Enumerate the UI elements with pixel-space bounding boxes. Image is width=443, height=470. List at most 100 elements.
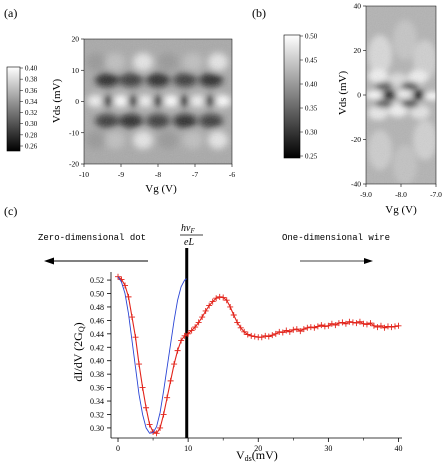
y-tick-label: -10	[69, 128, 79, 137]
fit-curve	[117, 276, 187, 434]
data-point-marker	[248, 332, 255, 339]
data-point-marker	[122, 282, 129, 289]
data-point-marker	[209, 298, 216, 305]
data-point-marker	[276, 328, 283, 335]
data-point-marker	[283, 327, 290, 334]
x-tick-label: 10	[184, 444, 192, 453]
y-tick-label: 0.40	[90, 357, 104, 366]
panel-b-ylabel: Vds (mV)	[337, 71, 349, 116]
data-point-marker	[272, 330, 279, 337]
data-point-marker	[377, 322, 384, 329]
data-point-marker	[132, 334, 139, 341]
x-tick-label: -10	[79, 170, 89, 179]
data-point-marker	[342, 320, 349, 327]
panel-a-ylabel: Vds (mV)	[51, 79, 63, 124]
data-point-marker	[157, 424, 164, 431]
y-tick-label: 40	[354, 2, 362, 11]
data-point-marker	[251, 333, 258, 340]
y-tick-label: -40	[351, 180, 361, 189]
data-point-marker	[220, 294, 227, 301]
x-tick-label: 0	[116, 444, 120, 453]
data-point-marker	[335, 320, 342, 327]
colorbar-tick-label: 0.40	[305, 81, 318, 89]
y-tick-label: 0.38	[90, 370, 104, 379]
right-arrowhead	[364, 258, 373, 264]
energy-annotation: hvF eL	[180, 223, 203, 248]
y-tick-label: 10	[72, 66, 80, 75]
data-point-marker	[367, 320, 374, 327]
data-point-marker	[139, 384, 146, 391]
data-point-marker	[143, 404, 150, 411]
data-point-marker	[318, 322, 325, 329]
data-point-marker	[353, 320, 360, 327]
data-point-marker	[199, 314, 206, 321]
zero-dim-label: Zero-dimensional dot	[38, 233, 146, 243]
data-point-marker	[178, 337, 185, 344]
data-point-marker	[307, 324, 314, 331]
data-point-marker	[216, 293, 223, 300]
data-point-marker	[370, 322, 377, 329]
data-point-marker	[339, 319, 346, 326]
panel-b-heatmap	[366, 6, 436, 184]
data-point-marker	[293, 326, 300, 333]
data-point-marker	[129, 314, 136, 321]
colorbar-tick-label: 0.32	[25, 109, 38, 117]
colorbar-tick-label: 0.40	[25, 65, 38, 73]
x-tick-label: -6	[229, 170, 235, 179]
data-point-marker	[185, 330, 192, 337]
data-point-marker	[167, 377, 174, 384]
data-point-marker	[279, 329, 286, 336]
colorbar-tick-label: 0.25	[305, 153, 318, 161]
x-tick-label: -7	[192, 170, 198, 179]
data-point-marker	[269, 332, 276, 339]
data-point-marker	[136, 361, 143, 368]
data-point-marker	[234, 319, 241, 326]
panel-a-colorbar-ticks: 0.40 0.38 0.36 0.34 0.32 0.30 0.28 0.26	[20, 65, 38, 151]
x-tick-label: 20	[254, 444, 262, 453]
panel-a-heatmap	[84, 39, 232, 164]
measured-curve	[117, 276, 399, 434]
data-point-marker	[188, 327, 195, 334]
data-point-marker	[311, 324, 318, 331]
data-point-marker	[290, 326, 297, 333]
data-point-marker	[160, 411, 167, 418]
data-point-marker	[223, 297, 230, 304]
data-point-marker	[241, 328, 248, 335]
data-point-marker	[395, 322, 402, 329]
y-tick-label: -20	[351, 135, 361, 144]
y-tick-label: 0.48	[90, 303, 104, 312]
colorbar-tick-label: 0.30	[305, 129, 318, 137]
y-tick-label: 0.46	[90, 316, 104, 325]
panel-b-axes: -9.0 -8.0 -7.0 40 20 0 -20 -40	[351, 2, 442, 200]
data-point-marker	[332, 322, 339, 329]
data-point-marker	[171, 361, 178, 368]
panel-b-xlabel: Vg (V)	[385, 204, 417, 216]
data-point-marker	[391, 323, 398, 330]
data-point-marker	[328, 320, 335, 327]
data-point-marker	[363, 321, 370, 328]
y-tick-label: 0.32	[90, 410, 104, 419]
y-tick-label: 0	[357, 91, 361, 100]
panel-a: (a) 0.40 0.38 0.36 0.34 0.32 0.30 0.28 0.26 -10…	[4, 6, 235, 195]
svg-text:eL: eL	[184, 237, 194, 248]
data-point-marker	[153, 430, 160, 437]
data-point-marker	[262, 332, 269, 339]
panel-c-label: (c)	[4, 204, 17, 218]
data-point-marker	[213, 295, 220, 302]
data-point-marker	[297, 328, 304, 335]
one-dim-label: One-dimensional wire	[282, 233, 390, 243]
data-point-marker	[195, 319, 202, 326]
y-tick-label: 0.36	[90, 384, 104, 393]
data-point-marker	[384, 323, 391, 330]
left-arrowhead	[44, 257, 54, 265]
panel-b-colorbar	[283, 34, 301, 159]
data-point-marker	[230, 312, 237, 319]
y-tick-label: 0.42	[90, 343, 104, 352]
data-point-marker	[146, 421, 153, 428]
data-point-marker	[237, 324, 244, 331]
x-tick-label: -8.0	[395, 190, 407, 199]
colorbar-tick-label: 0.26	[25, 143, 38, 151]
data-point-marker	[300, 326, 307, 333]
colorbar-tick-label: 0.45	[305, 57, 318, 65]
